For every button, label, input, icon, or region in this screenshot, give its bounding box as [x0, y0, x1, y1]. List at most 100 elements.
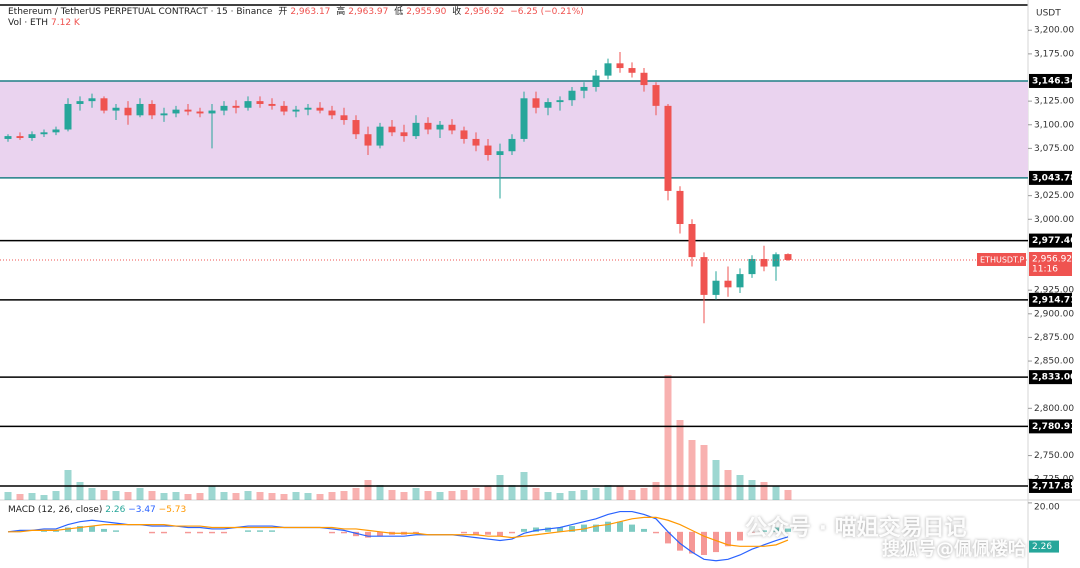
volume-bar: [616, 486, 624, 500]
candle-body: [160, 113, 168, 116]
candle-body: [364, 134, 372, 146]
candle-body: [736, 274, 744, 288]
volume-bar: [4, 492, 12, 500]
volume-bar: [64, 470, 72, 500]
macd-histogram-bar: [713, 531, 719, 553]
macd-histogram-bar: [485, 531, 491, 535]
macd-histogram-bar: [89, 526, 95, 532]
volume-bar: [532, 488, 540, 500]
open-label: 开: [278, 7, 288, 17]
candle-body: [304, 107, 312, 110]
candle-body: [88, 98, 96, 102]
macd-histogram-bar: [773, 527, 779, 532]
y-tick-label: 3,000.00: [1034, 215, 1074, 225]
candle-body: [784, 254, 792, 260]
candle-body: [424, 122, 432, 130]
macd-histogram-bar: [785, 528, 791, 532]
macd-histogram-bar: [329, 531, 335, 534]
y-tick-label: 2,850.00: [1034, 357, 1074, 367]
macd-histogram-bar: [617, 521, 623, 532]
candle-body: [172, 109, 180, 114]
volume-bar: [100, 490, 108, 500]
volume-bar: [292, 492, 300, 500]
y-tick-label: 2,800.00: [1034, 404, 1074, 414]
candle-body: [376, 126, 384, 146]
candle-body: [676, 190, 684, 225]
candle-body: [28, 134, 36, 138]
macd-histogram-bar: [341, 531, 347, 534]
countdown-label: 11:16: [1032, 265, 1058, 275]
macd-histogram-bar: [545, 527, 551, 532]
candle-body: [4, 136, 12, 139]
volume-bar: [16, 494, 24, 500]
candle-body: [508, 138, 516, 152]
volume-bar: [88, 488, 96, 500]
volume-bar: [448, 491, 456, 500]
candle-body: [472, 138, 480, 146]
symbol-label: ETHUSDT.P: [980, 256, 1025, 265]
candle-body: [604, 63, 612, 76]
candle-body: [664, 105, 672, 191]
volume-bar: [280, 494, 288, 500]
current-price-label: 2,956.92: [1032, 255, 1072, 265]
watermark: 公众号 · 喵姐交易日记: [745, 516, 967, 541]
macd-histogram-bar: [53, 530, 59, 532]
volume-bar: [232, 493, 240, 500]
candle-body: [460, 130, 468, 139]
macd-histogram-bar: [413, 531, 419, 534]
candle-body: [112, 107, 120, 111]
candle-body: [352, 120, 360, 135]
volume-bar: [364, 480, 372, 500]
macd-histogram-bar: [653, 531, 659, 534]
macd-histogram-bar: [689, 531, 695, 554]
candle-body: [496, 151, 504, 156]
volume-bar: [544, 492, 552, 500]
macd-histogram-bar: [509, 531, 515, 534]
level-label: 2,780.91: [1032, 422, 1076, 432]
volume-bar: [220, 492, 228, 500]
level-label: 3,043.78: [1032, 173, 1076, 183]
candle-body: [148, 103, 156, 116]
candle-body: [208, 110, 216, 114]
macd-hist-value: 2.26: [105, 505, 126, 515]
signal-value: −5.73: [158, 505, 187, 515]
macd-histogram-bar: [245, 530, 251, 532]
volume-bar: [316, 494, 324, 500]
macd-histogram-bar: [221, 531, 227, 534]
candle-body: [52, 129, 60, 133]
candle-body: [580, 86, 588, 91]
macd-histogram-bar: [473, 531, 479, 535]
macd-histogram-bar: [101, 528, 107, 532]
level-label: 2,914.71: [1032, 295, 1076, 305]
candle-body: [592, 75, 600, 87]
macd-histogram-bar: [149, 531, 155, 534]
macd-histogram-bar: [365, 531, 371, 538]
level-label: 3,146.34: [1032, 76, 1076, 86]
volume-bar: [388, 490, 396, 500]
y-tick-label: 20.00: [1034, 502, 1060, 512]
volume-bar: [412, 488, 420, 500]
volume-bar: [268, 493, 276, 500]
volume-bar: [124, 492, 132, 500]
level-label: 2,717.85: [1032, 481, 1076, 491]
volume-bar: [580, 490, 588, 500]
candle-body: [232, 105, 240, 108]
volume-bar: [688, 440, 696, 500]
close: 2,956.92: [464, 7, 505, 17]
candle-body: [700, 257, 708, 295]
macd-histogram-bar: [377, 531, 383, 537]
volume-bar: [352, 488, 360, 500]
volume-bar: [28, 493, 36, 500]
watermark: 搜狐号@佩佩楼哈: [882, 539, 1026, 560]
candle-body: [724, 280, 732, 288]
macd-header: MACD (12, 26, close) 2.26 −3.47 −5.73: [8, 505, 186, 515]
unit-label: USDT: [1036, 9, 1061, 19]
volume-bar: [112, 491, 120, 500]
macd-title: MACD (12, 26, close): [8, 505, 103, 515]
candle-body: [640, 72, 648, 86]
macd-histogram-bar: [629, 524, 635, 532]
y-tick-label: 2,875.00: [1034, 333, 1074, 343]
volume-bar: [724, 470, 732, 500]
symbol: Ethereum / TetherUS PERPETUAL CONTRACT ·…: [8, 7, 273, 17]
